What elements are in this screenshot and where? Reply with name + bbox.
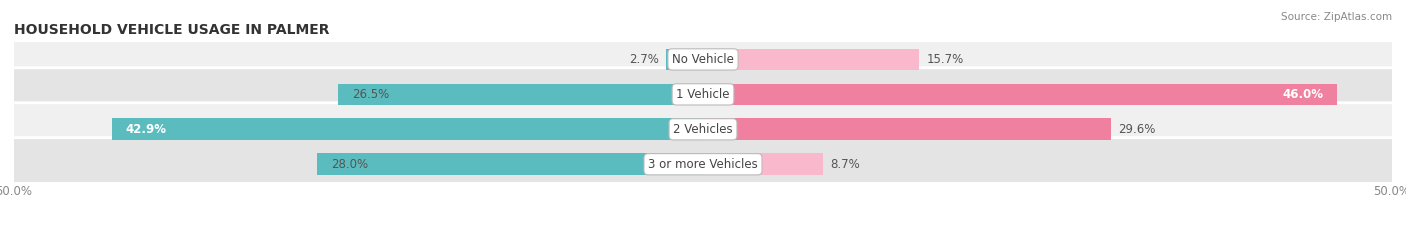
Text: 8.7%: 8.7% bbox=[830, 158, 859, 171]
Bar bbox=[703, 49, 920, 70]
Text: 42.9%: 42.9% bbox=[125, 123, 167, 136]
Bar bbox=[337, 83, 703, 105]
Text: 28.0%: 28.0% bbox=[330, 158, 368, 171]
Bar bbox=[318, 154, 703, 175]
Text: 2.7%: 2.7% bbox=[628, 53, 659, 66]
Text: 26.5%: 26.5% bbox=[352, 88, 389, 101]
Legend: Owner-occupied, Renter-occupied: Owner-occupied, Renter-occupied bbox=[579, 230, 827, 233]
Text: HOUSEHOLD VEHICLE USAGE IN PALMER: HOUSEHOLD VEHICLE USAGE IN PALMER bbox=[14, 23, 329, 37]
Text: 2 Vehicles: 2 Vehicles bbox=[673, 123, 733, 136]
Text: 29.6%: 29.6% bbox=[1118, 123, 1156, 136]
Text: 15.7%: 15.7% bbox=[927, 53, 963, 66]
FancyBboxPatch shape bbox=[10, 33, 1396, 86]
Text: Source: ZipAtlas.com: Source: ZipAtlas.com bbox=[1281, 12, 1392, 22]
Bar bbox=[703, 118, 1111, 140]
Text: 46.0%: 46.0% bbox=[1282, 88, 1323, 101]
Bar bbox=[112, 118, 703, 140]
Text: 3 or more Vehicles: 3 or more Vehicles bbox=[648, 158, 758, 171]
Bar bbox=[703, 154, 823, 175]
Bar bbox=[703, 83, 1337, 105]
FancyBboxPatch shape bbox=[10, 103, 1396, 156]
Bar bbox=[666, 49, 703, 70]
Text: 1 Vehicle: 1 Vehicle bbox=[676, 88, 730, 101]
FancyBboxPatch shape bbox=[10, 138, 1396, 191]
Text: No Vehicle: No Vehicle bbox=[672, 53, 734, 66]
FancyBboxPatch shape bbox=[10, 68, 1396, 121]
